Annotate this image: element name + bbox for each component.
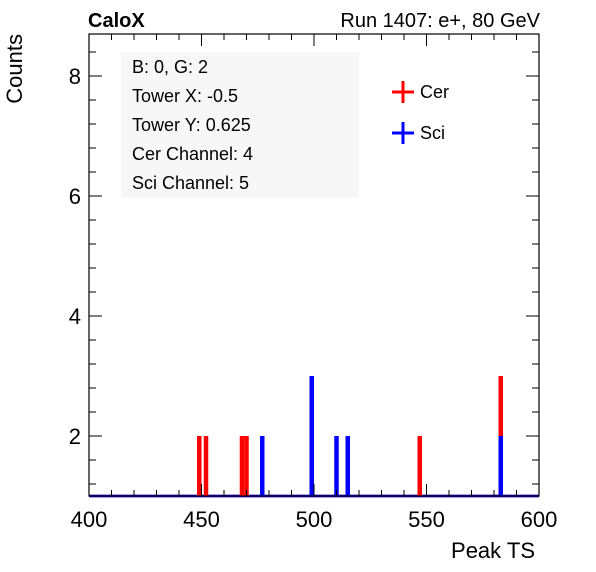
data-marks <box>89 376 539 498</box>
chart-label-right: Run 1407: e+, 80 GeV <box>340 10 540 32</box>
y-axis-title: Counts <box>2 34 27 104</box>
legend-entry-cer: Cer <box>392 81 449 103</box>
legend: Cer Sci <box>392 81 449 144</box>
info-line-tower-y: Tower Y: 0.625 <box>132 115 251 135</box>
x-tick-label: 400 <box>71 507 108 532</box>
y-tick-label: 2 <box>69 424 81 449</box>
info-line-cer-channel: Cer Channel: 4 <box>132 144 253 164</box>
info-box: B: 0, G: 2 Tower X: -0.5 Tower Y: 0.625 … <box>121 52 359 198</box>
legend-sci-label: Sci <box>420 123 445 143</box>
axis-ticks: 400 450 500 550 600 2 4 6 8 <box>69 34 558 532</box>
legend-cer-label: Cer <box>420 82 449 102</box>
legend-entry-sci: Sci <box>392 122 445 144</box>
x-tick-label: 450 <box>183 507 220 532</box>
info-line-tower-x: Tower X: -0.5 <box>132 86 238 106</box>
x-tick-label: 600 <box>521 507 558 532</box>
x-tick-label: 550 <box>408 507 445 532</box>
info-box-background <box>121 52 359 198</box>
x-tick-label: 500 <box>296 507 333 532</box>
y-tick-label: 4 <box>69 304 81 329</box>
y-tick-label: 8 <box>69 64 81 89</box>
info-line-board: B: 0, G: 2 <box>132 57 208 77</box>
x-axis-title: Peak TS <box>451 538 535 563</box>
y-tick-label: 6 <box>69 184 81 209</box>
info-line-sci-channel: Sci Channel: 5 <box>132 173 249 193</box>
chart-label-left: CaloX <box>88 10 145 32</box>
